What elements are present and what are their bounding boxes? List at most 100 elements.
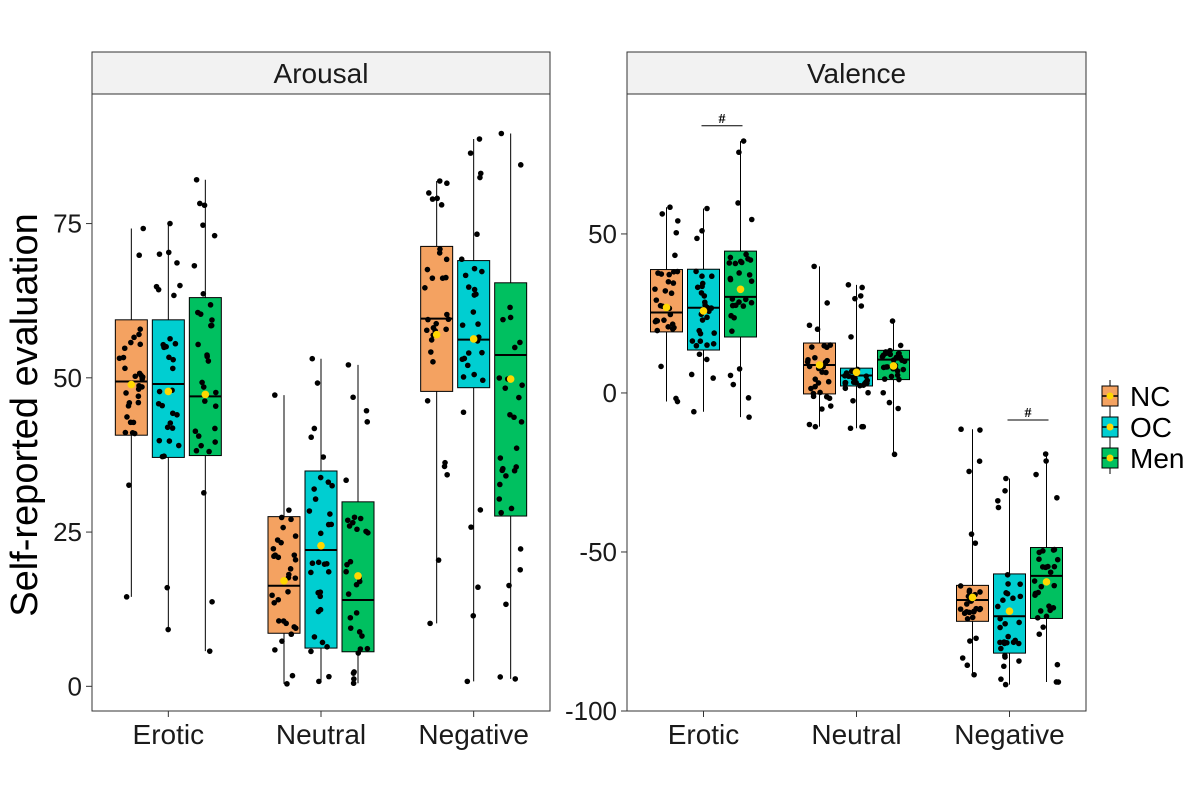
data-point bbox=[200, 291, 207, 297]
data-point bbox=[673, 229, 680, 236]
data-point bbox=[1016, 658, 1022, 664]
data-point bbox=[191, 262, 198, 269]
mean-point bbox=[432, 330, 441, 339]
box-erotic-men bbox=[188, 176, 222, 654]
data-point bbox=[344, 517, 351, 524]
facet-title: Arousal bbox=[274, 58, 369, 89]
data-point bbox=[740, 303, 747, 309]
data-point bbox=[164, 584, 171, 591]
data-point bbox=[674, 218, 681, 224]
data-point bbox=[691, 408, 697, 415]
data-point bbox=[444, 471, 450, 478]
data-point bbox=[726, 260, 733, 266]
data-point bbox=[209, 599, 215, 605]
data-point bbox=[819, 369, 825, 375]
data-point bbox=[280, 618, 287, 624]
y-tick-label: -100 bbox=[565, 696, 617, 726]
data-point bbox=[124, 414, 130, 420]
data-point bbox=[879, 353, 886, 360]
data-point bbox=[1016, 619, 1022, 626]
data-point bbox=[169, 410, 176, 417]
data-point bbox=[824, 300, 830, 306]
data-point bbox=[167, 335, 173, 342]
data-point bbox=[698, 290, 705, 296]
data-point bbox=[704, 356, 710, 363]
data-point bbox=[704, 314, 710, 321]
data-point bbox=[1034, 615, 1041, 621]
data-point bbox=[895, 405, 901, 412]
data-point bbox=[461, 355, 468, 362]
data-point bbox=[350, 680, 357, 687]
y-tick-label: -50 bbox=[579, 537, 617, 567]
data-point bbox=[812, 383, 818, 390]
data-point bbox=[209, 317, 215, 323]
data-point bbox=[704, 342, 710, 348]
data-point bbox=[667, 204, 673, 211]
data-point bbox=[727, 254, 734, 261]
data-point bbox=[425, 316, 431, 323]
data-point bbox=[1038, 583, 1045, 590]
data-point bbox=[444, 180, 450, 187]
data-point bbox=[842, 380, 849, 387]
data-point bbox=[506, 582, 512, 589]
data-point bbox=[496, 375, 503, 381]
data-point bbox=[1001, 663, 1007, 670]
data-point bbox=[511, 344, 518, 351]
data-point bbox=[881, 376, 888, 382]
data-point bbox=[167, 420, 174, 426]
data-point bbox=[1054, 556, 1061, 563]
facet-title: Valence bbox=[807, 58, 906, 89]
data-point bbox=[325, 569, 332, 575]
data-point bbox=[316, 678, 322, 685]
data-point bbox=[271, 600, 278, 606]
data-point bbox=[812, 376, 819, 382]
data-point bbox=[159, 453, 166, 460]
data-point bbox=[1005, 581, 1011, 587]
data-point bbox=[973, 635, 979, 642]
data-point bbox=[196, 200, 203, 207]
data-point bbox=[857, 382, 863, 389]
data-point bbox=[977, 427, 983, 433]
data-point bbox=[317, 593, 324, 600]
panel-valence: Valence -100 -50 0 50 Erotic Neutral Negative # # bbox=[565, 51, 1087, 750]
data-point bbox=[890, 357, 897, 363]
data-point bbox=[479, 377, 486, 384]
data-point bbox=[350, 519, 356, 526]
data-point bbox=[500, 316, 506, 323]
data-point bbox=[748, 299, 755, 306]
data-point bbox=[817, 389, 823, 396]
data-point bbox=[324, 644, 330, 650]
facet-strip bbox=[91, 51, 551, 95]
data-point bbox=[847, 425, 854, 432]
data-point bbox=[891, 451, 898, 458]
mean-point bbox=[506, 375, 515, 383]
data-point bbox=[518, 419, 525, 425]
data-point bbox=[742, 296, 749, 303]
data-point bbox=[309, 560, 316, 567]
data-point bbox=[317, 474, 324, 481]
data-point bbox=[192, 428, 199, 435]
data-point bbox=[670, 280, 677, 286]
data-point bbox=[347, 558, 354, 565]
data-point bbox=[748, 216, 755, 223]
data-point bbox=[994, 603, 1001, 610]
data-point bbox=[195, 433, 202, 439]
box-erotic-nc bbox=[114, 225, 148, 600]
data-point bbox=[806, 363, 813, 370]
x-tick-label: Neutral bbox=[811, 719, 901, 750]
data-point bbox=[320, 454, 327, 460]
legend-item-nc: NC bbox=[1101, 380, 1170, 412]
y-tick-label: 50 bbox=[53, 363, 82, 393]
data-point bbox=[445, 316, 452, 323]
mean-point bbox=[662, 303, 671, 312]
data-point bbox=[859, 423, 865, 430]
box-neutral-men bbox=[877, 318, 910, 458]
data-point bbox=[1045, 563, 1051, 570]
data-point bbox=[502, 385, 509, 391]
box-neutral-nc bbox=[803, 263, 836, 430]
data-point bbox=[826, 395, 833, 402]
data-point bbox=[511, 414, 517, 421]
panel-arousal: Arousal 0 25 50 75 Erotic Neutral Negative bbox=[53, 51, 551, 750]
data-point bbox=[995, 497, 1001, 504]
data-point bbox=[433, 320, 440, 327]
